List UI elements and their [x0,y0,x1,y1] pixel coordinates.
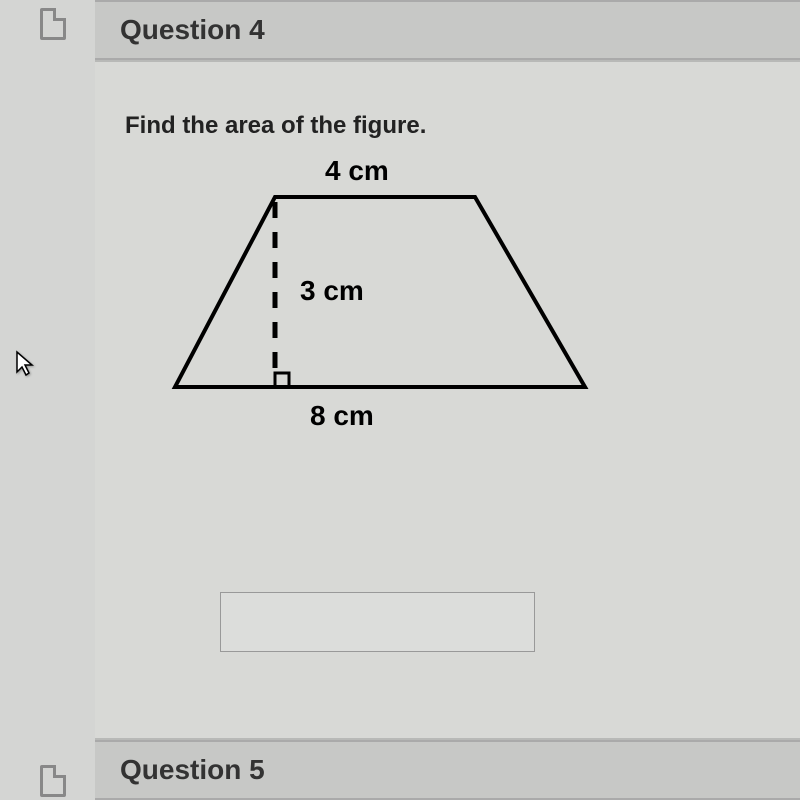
left-margin [0,0,95,800]
question-prompt: Find the area of the figure. [125,112,770,140]
page-icon [40,8,66,40]
question-content: Find the area of the figure. 4 cm 3 cm 8… [95,62,800,738]
answer-input[interactable] [220,592,535,652]
top-side-label: 4 cm [325,155,389,187]
mouse-cursor [15,350,35,378]
bottom-side-label: 8 cm [310,400,374,432]
question-title: Question 5 [120,754,265,786]
question-header: Question 4 [95,0,800,60]
question-title: Question 4 [120,14,265,46]
trapezoid-svg [145,192,605,402]
trapezoid-figure: 4 cm 3 cm 8 cm [145,160,605,450]
page-icon [40,765,66,797]
question-header: Question 5 [95,740,800,800]
